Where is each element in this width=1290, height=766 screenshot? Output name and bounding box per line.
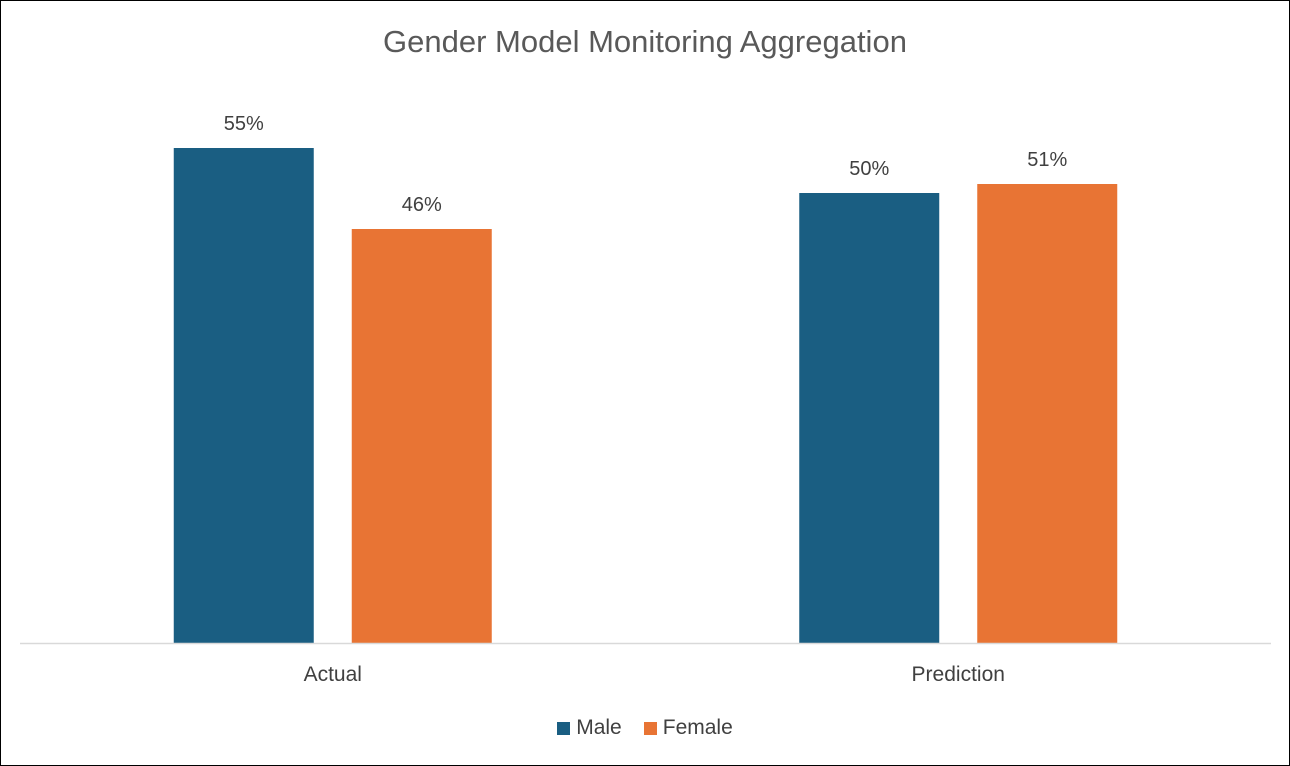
chart-legend: Male Female: [0, 716, 1290, 740]
legend-label-male: Male: [576, 716, 622, 739]
legend-swatch-male: [557, 721, 571, 735]
data-label-male-prediction: 50%: [849, 158, 889, 180]
legend-swatch-female: [643, 721, 657, 735]
data-label-female-prediction: 51%: [1027, 149, 1067, 171]
data-label-male-actual: 55%: [224, 113, 264, 135]
bar-female-actual: [351, 229, 492, 643]
bar-male-prediction: [799, 193, 940, 643]
x-tick-label-prediction: Prediction: [912, 663, 1005, 686]
legend-entry-female: Female: [643, 716, 733, 740]
bar-female-prediction: [977, 184, 1118, 643]
bar-male-actual: [173, 148, 314, 643]
x-tick-label-actual: Actual: [304, 663, 362, 686]
data-label-female-actual: 46%: [402, 194, 442, 216]
chart-title: Gender Model Monitoring Aggregation: [383, 24, 907, 59]
legend-label-female: Female: [662, 716, 733, 739]
legend-entry-male: Male: [557, 716, 622, 740]
